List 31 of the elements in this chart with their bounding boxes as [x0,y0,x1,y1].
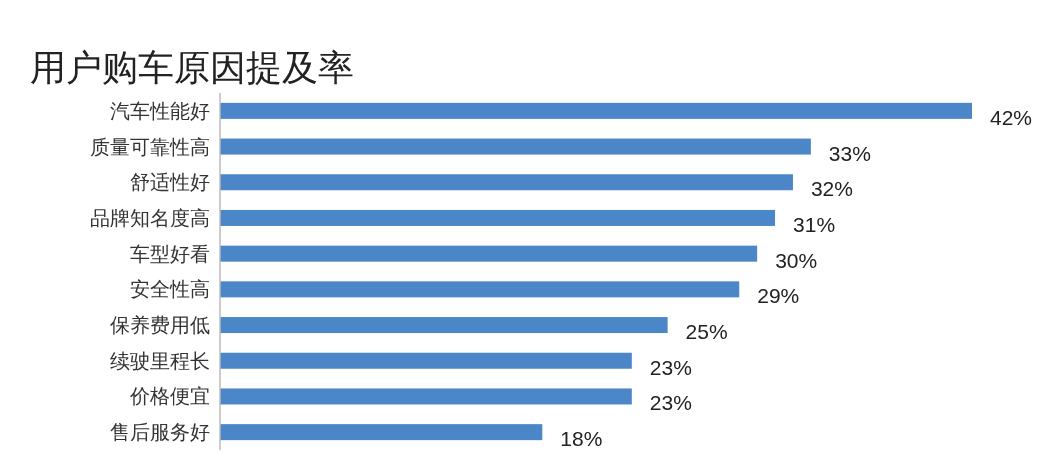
y-tick-label: 汽车性能好 [110,98,210,123]
y-tick-label: 保养费用低 [110,313,210,338]
data-label: 33% [828,141,871,165]
bar [220,281,740,298]
data-label: 42% [990,105,1033,129]
bar [220,138,811,155]
bar [220,424,543,441]
bar [220,352,632,369]
y-tick-label: 品牌知名度高 [90,205,210,230]
data-label: 31% [793,212,836,236]
data-label: 23% [649,355,692,379]
bar [220,102,972,119]
data-label: 29% [757,284,800,308]
data-label: 18% [560,427,603,451]
y-tick-label: 安全性高 [130,277,210,302]
data-label: 32% [810,177,853,201]
bar [220,388,632,405]
y-tick-label: 价格便宜 [129,384,210,409]
data-label: 30% [775,248,818,272]
bar [220,209,776,226]
y-tick-label: 售后服务好 [110,420,210,445]
data-label: 23% [649,391,692,415]
bar [220,317,668,334]
y-tick-label: 车型好看 [130,241,210,266]
bar [220,174,793,191]
y-tick-label: 续驶里程长 [110,348,210,373]
y-tick-label: 舒适性好 [130,170,210,195]
y-tick-label: 质量可靠性高 [90,134,210,159]
chart-title: 用户购车原因提及率 [30,47,354,88]
bar [220,245,758,262]
data-label: 25% [685,320,728,344]
